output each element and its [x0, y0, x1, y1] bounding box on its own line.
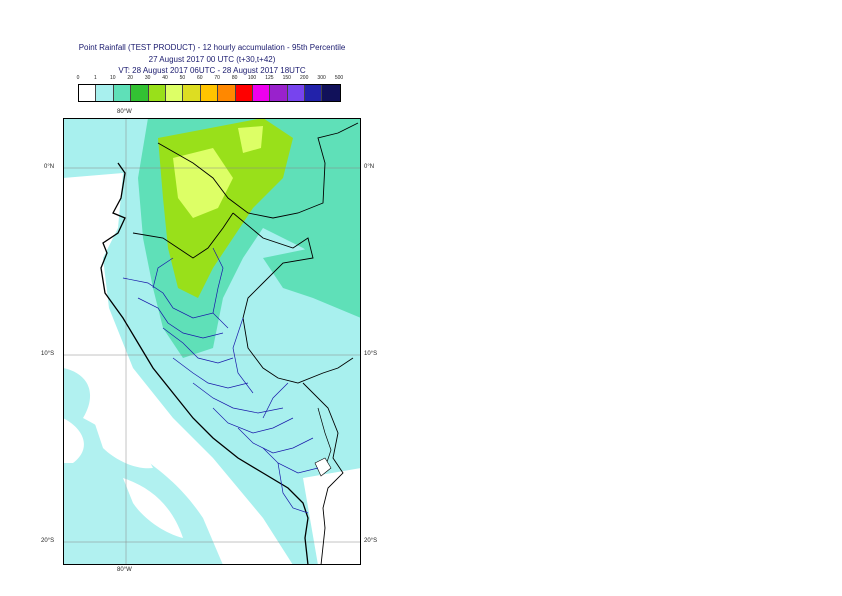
legend-label: 40: [162, 75, 168, 81]
legend-swatch: [113, 85, 132, 101]
legend-swatch: [148, 85, 166, 101]
legend-label: 70: [214, 75, 220, 81]
map-canvas: [63, 118, 361, 566]
lake-titicaca: [314, 457, 332, 477]
lon-label-bottom: 80°W: [117, 567, 132, 573]
legend-swatch: [235, 85, 253, 101]
legend-label: 500: [334, 75, 344, 81]
legend-swatch: [287, 85, 306, 101]
no-rain-east: [303, 468, 361, 565]
lake-titicaca-shore: [317, 407, 332, 469]
rain-east: [293, 348, 361, 428]
regional-borders: [122, 247, 319, 514]
lat-label-20-right: 20°S: [364, 538, 378, 544]
legend-label: 100: [247, 75, 257, 81]
legend-labels: 0 1 10 20 30 40 50 60 70 80 100 125 150 200 300 500: [76, 75, 348, 83]
offshore-gap: [123, 478, 183, 538]
legend-swatch: [79, 85, 97, 101]
border-colombia: [157, 122, 359, 219]
legend-label: 20: [127, 75, 133, 81]
lat-label-0-right: 0°N: [364, 164, 375, 170]
legend-label: 300: [317, 75, 326, 81]
legend-label: 60: [197, 75, 203, 81]
offshore-gap: [63, 418, 84, 463]
lat-label-20-left: 20°S: [41, 538, 55, 544]
color-legend: [78, 84, 341, 102]
legend-label: 10: [110, 75, 116, 81]
legend-label: 50: [179, 75, 186, 81]
legend-swatch: [96, 85, 114, 101]
lon-label-top: 80°W: [117, 109, 132, 115]
offshore-gap: [93, 418, 153, 469]
border-ecuador-peru: [132, 212, 234, 259]
legend-label: 30: [144, 75, 151, 81]
legend-label: 80: [231, 75, 238, 81]
legend-swatch: [305, 85, 323, 101]
map-valid-time: VT: 28 August 2017 06UTC - 28 August 201…: [118, 66, 306, 75]
legend-swatch: [270, 85, 288, 101]
legend-label: 1: [94, 75, 97, 81]
map-run-time: 27 August 2017 00 UTC (t+30,t+42): [148, 55, 276, 64]
lat-label-0-left: 0°N: [44, 164, 55, 170]
moderate-rain-east: [263, 238, 361, 318]
legend-label: 125: [265, 75, 274, 81]
legend-swatch: [165, 85, 184, 101]
peak-rain-area: [238, 126, 263, 153]
lat-label-10-left: 10°S: [41, 351, 55, 357]
border-peru-bolivia: [302, 382, 344, 566]
legend-swatch: [183, 85, 201, 101]
peak-rain-area: [173, 148, 233, 218]
legend-label: 150: [282, 75, 291, 81]
legend-swatch: [252, 85, 271, 101]
legend-label: 200: [300, 75, 309, 81]
rainfall-map: 80°W 80°W 0°N 0°N 10°S 10°S 20°S 20°S: [41, 109, 377, 573]
legend-swatch: [131, 85, 149, 101]
border-peru-brazil: [232, 212, 354, 384]
legend-swatch: [218, 85, 236, 101]
legend-swatch: [200, 85, 219, 101]
coastline: [100, 162, 309, 566]
legend-label: 0: [76, 75, 80, 81]
legend-swatch: [322, 85, 340, 101]
map-title: Point Rainfall (TEST PRODUCT) - 12 hourl…: [78, 43, 346, 52]
lat-label-10-right: 10°S: [364, 351, 378, 357]
